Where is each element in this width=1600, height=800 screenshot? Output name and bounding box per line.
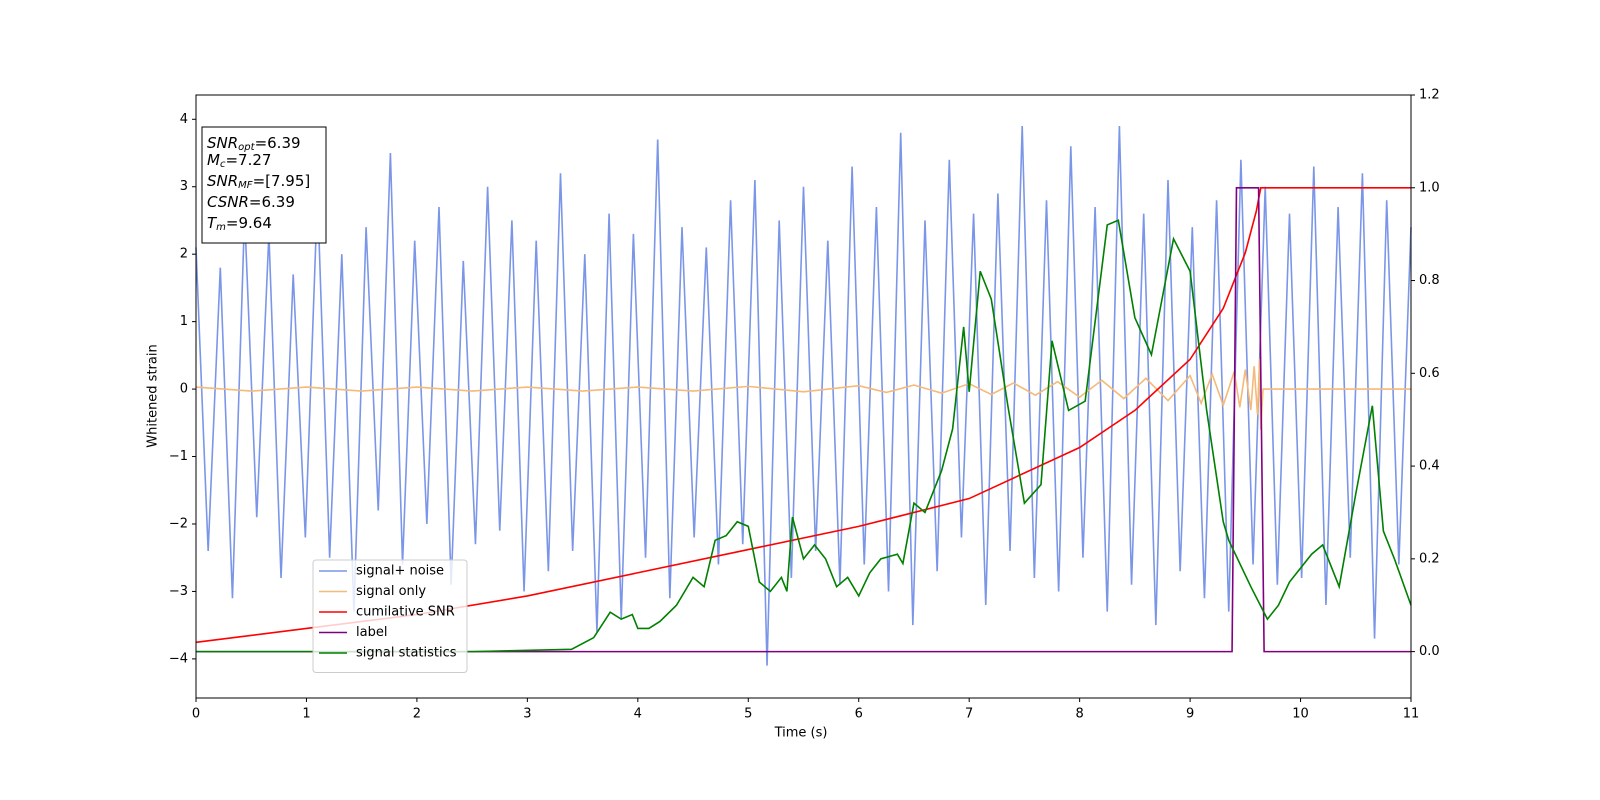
y-tick-label: −4 bbox=[169, 651, 188, 666]
series-line bbox=[195, 358, 1411, 430]
x-tick-label: 1 bbox=[302, 707, 310, 722]
series-line bbox=[196, 219, 1412, 653]
annotation-box bbox=[201, 126, 327, 244]
y2-tick-label: 1.2 bbox=[1419, 88, 1440, 103]
y2-tick-label: 0.0 bbox=[1419, 644, 1440, 659]
annotation-part: T bbox=[207, 214, 218, 232]
x-tick-label: 2 bbox=[413, 707, 421, 722]
y2-tick-label: 0.4 bbox=[1419, 459, 1440, 474]
annotation-part: =7.27 bbox=[225, 151, 271, 169]
annotation-part: =6.39 bbox=[255, 134, 301, 152]
annotation-part: c bbox=[220, 159, 226, 170]
annotation-part: MF bbox=[238, 180, 253, 191]
annotation-part: SNR bbox=[207, 134, 238, 152]
x-tick-label: 9 bbox=[1186, 707, 1194, 722]
y-tick-label: 4 bbox=[180, 112, 188, 127]
legend-box bbox=[312, 559, 468, 673]
axes-frame bbox=[195, 94, 1412, 699]
x-tick-label: 0 bbox=[192, 707, 200, 722]
x-tick-label: 6 bbox=[855, 707, 863, 722]
annotation-part: M bbox=[207, 151, 220, 169]
annotation-part: SNR bbox=[207, 172, 238, 190]
y-tick-label: 3 bbox=[180, 179, 188, 194]
y-tick-label: 2 bbox=[180, 247, 188, 262]
y-axis-label: Whitened strain bbox=[146, 344, 161, 447]
annotation-part: =[7.95] bbox=[253, 172, 311, 190]
legend-label: label bbox=[356, 625, 387, 640]
annotation-line: SNRMF=[7.95] bbox=[207, 172, 310, 192]
annotation-part: m bbox=[216, 222, 226, 233]
annotation-line: CSNR=6.39 bbox=[207, 193, 295, 211]
annotation-line: Mc=7.27 bbox=[207, 151, 271, 171]
series-line bbox=[195, 186, 1411, 644]
annotation-part: opt bbox=[238, 142, 255, 153]
legend-label: signal+ noise bbox=[356, 564, 444, 579]
y2-tick-label: 0.2 bbox=[1419, 551, 1440, 566]
series-line bbox=[196, 186, 1411, 653]
y-tick-label: −1 bbox=[169, 449, 188, 464]
x-tick-label: 5 bbox=[744, 707, 752, 722]
x-axis-label: Time (s) bbox=[774, 726, 828, 741]
y-tick-label: 0 bbox=[180, 382, 188, 397]
y2-tick-label: 0.6 bbox=[1419, 366, 1440, 381]
y2-tick-label: 0.8 bbox=[1419, 273, 1440, 288]
series-line bbox=[195, 126, 1412, 666]
annotation-line: SNRopt=6.39 bbox=[207, 134, 301, 154]
annotation-part: =6.39 bbox=[249, 193, 295, 211]
y-tick-label: 1 bbox=[180, 314, 188, 329]
x-tick-label: 11 bbox=[1403, 707, 1420, 722]
legend-label: signal only bbox=[356, 584, 426, 599]
annotation: SNRopt=6.39Mc=7.27SNRMF=[7.95]CSNR=6.39T… bbox=[201, 126, 327, 244]
annotation-part: =9.64 bbox=[226, 214, 272, 232]
annotation-line: Tm=9.64 bbox=[207, 214, 272, 234]
legend: signal+ noise signal only cumilative SNR la… bbox=[312, 559, 468, 673]
y-tick-label: −2 bbox=[169, 516, 188, 531]
x-tick-label: 4 bbox=[634, 707, 642, 722]
plot-area bbox=[195, 126, 1412, 666]
annotation-part: CSNR bbox=[207, 193, 249, 211]
x-tick-label: 10 bbox=[1292, 707, 1309, 722]
x-tick-label: 3 bbox=[523, 707, 531, 722]
x-tick-label: 7 bbox=[965, 707, 973, 722]
legend-label: signal statistics bbox=[356, 646, 457, 661]
y-tick-label: −3 bbox=[169, 584, 188, 599]
legend-label: cumilative SNR bbox=[356, 605, 455, 620]
x-tick-label: 8 bbox=[1075, 707, 1083, 722]
y2-tick-label: 1.0 bbox=[1419, 180, 1440, 195]
